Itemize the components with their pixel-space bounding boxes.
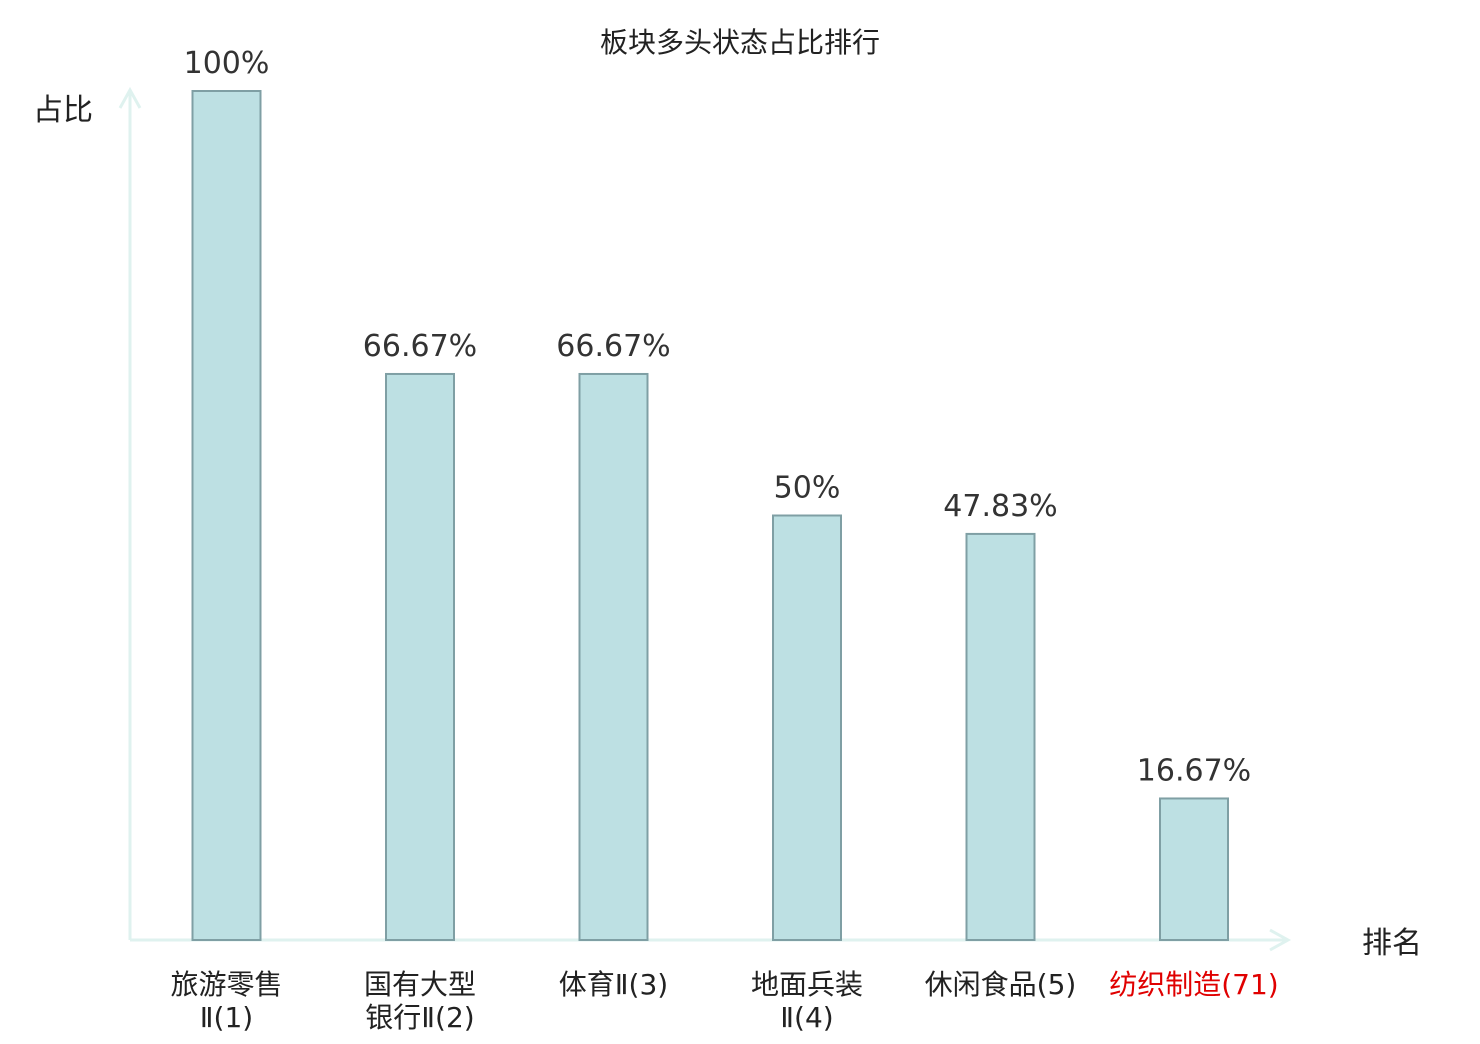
bar-series xyxy=(191,90,1229,942)
category-label-3-line-1: 体育Ⅱ(3) xyxy=(559,968,668,1001)
category-label-2-line-2: 银行Ⅱ(2) xyxy=(365,1001,474,1034)
value-label-5: 47.83% xyxy=(943,489,1057,524)
category-label-4-line-1: 地面兵装 xyxy=(751,968,863,1001)
bar-1 xyxy=(191,90,262,941)
axes xyxy=(118,86,1292,952)
value-label-3: 66.67% xyxy=(556,329,670,364)
category-label-5-line-1: 休闲食品(5) xyxy=(925,968,1077,1001)
value-label-1: 100% xyxy=(184,46,270,81)
y-axis-label: 占比 xyxy=(33,93,93,128)
bar-6 xyxy=(1159,797,1229,941)
category-label-6-line-1: 纺织制造(71) xyxy=(1109,968,1278,1001)
category-label-1-line-2: Ⅱ(1) xyxy=(200,1001,253,1034)
value-label-2: 66.67% xyxy=(363,329,477,364)
x-axis-label: 排名 xyxy=(1362,926,1422,961)
category-label-4-line-2: Ⅱ(4) xyxy=(780,1001,833,1034)
category-label-2-line-1: 国有大型 xyxy=(364,968,476,1001)
bar-2 xyxy=(385,372,455,942)
y-axis-arrow xyxy=(118,86,142,109)
value-label-6: 16.67% xyxy=(1137,753,1251,788)
x-axis-arrow xyxy=(1269,928,1292,952)
bar-3 xyxy=(578,372,649,942)
value-labels: 100% 66.67% 66.67% 50% 47.83% 16.67% xyxy=(184,46,1252,788)
value-label-4: 50% xyxy=(774,471,841,506)
chart-title: 板块多头状态占比排行 xyxy=(600,26,880,59)
bar-5 xyxy=(965,532,1036,941)
category-label-1-line-1: 旅游零售 xyxy=(170,968,282,1001)
bar-4 xyxy=(772,514,842,941)
